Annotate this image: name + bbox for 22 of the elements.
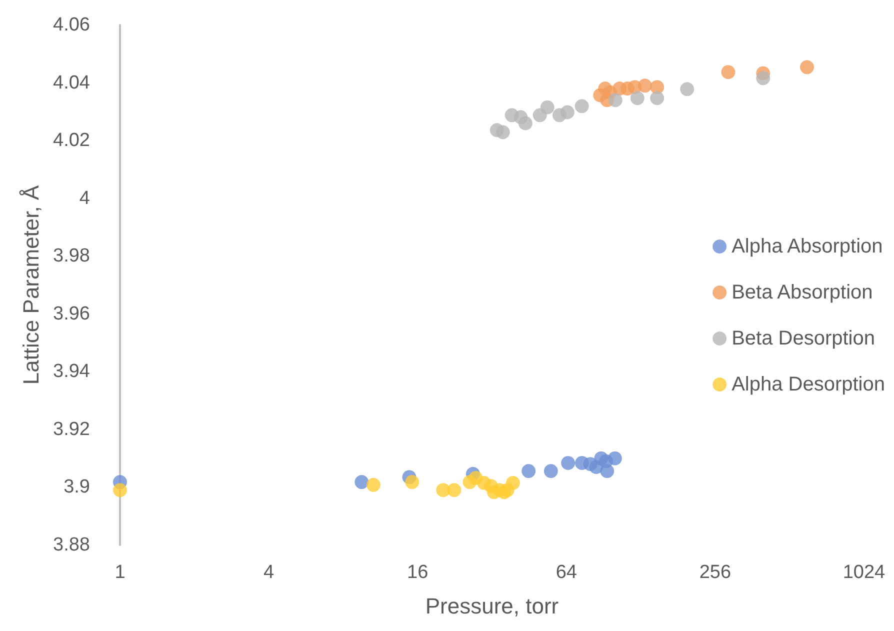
y-tick-label: 3.96 xyxy=(53,303,90,324)
x-axis-title: Pressure, torr xyxy=(425,594,559,618)
y-tick-label: 4 xyxy=(79,188,90,209)
y-tick-label: 4.04 xyxy=(53,72,90,94)
y-tick-label: 4.06 xyxy=(53,14,90,36)
y-tick-label: 3.88 xyxy=(53,534,90,556)
legend-label: Alpha Desorption xyxy=(732,374,886,396)
y-tick-label: 4.02 xyxy=(53,130,90,152)
x-tick-label: 64 xyxy=(556,562,578,583)
y-tick-label: 3.9 xyxy=(64,476,90,498)
legend-label: Beta Desorption xyxy=(732,328,875,350)
y-axis-title: Lattice Parameter, Å xyxy=(18,185,44,385)
y-tick-label: 3.92 xyxy=(53,418,90,440)
x-tick-label: 4 xyxy=(264,562,275,583)
x-tick-label: 1024 xyxy=(842,562,886,583)
y-tick-label: 3.94 xyxy=(53,361,90,382)
legend-label: Alpha Absorption xyxy=(732,236,883,258)
y-tick-label: 3.98 xyxy=(53,246,90,267)
x-tick-label: 256 xyxy=(699,562,732,583)
x-tick-label: 16 xyxy=(407,562,428,583)
legend-label: Beta Absorption xyxy=(732,282,873,304)
x-tick-label: 1 xyxy=(114,562,126,583)
